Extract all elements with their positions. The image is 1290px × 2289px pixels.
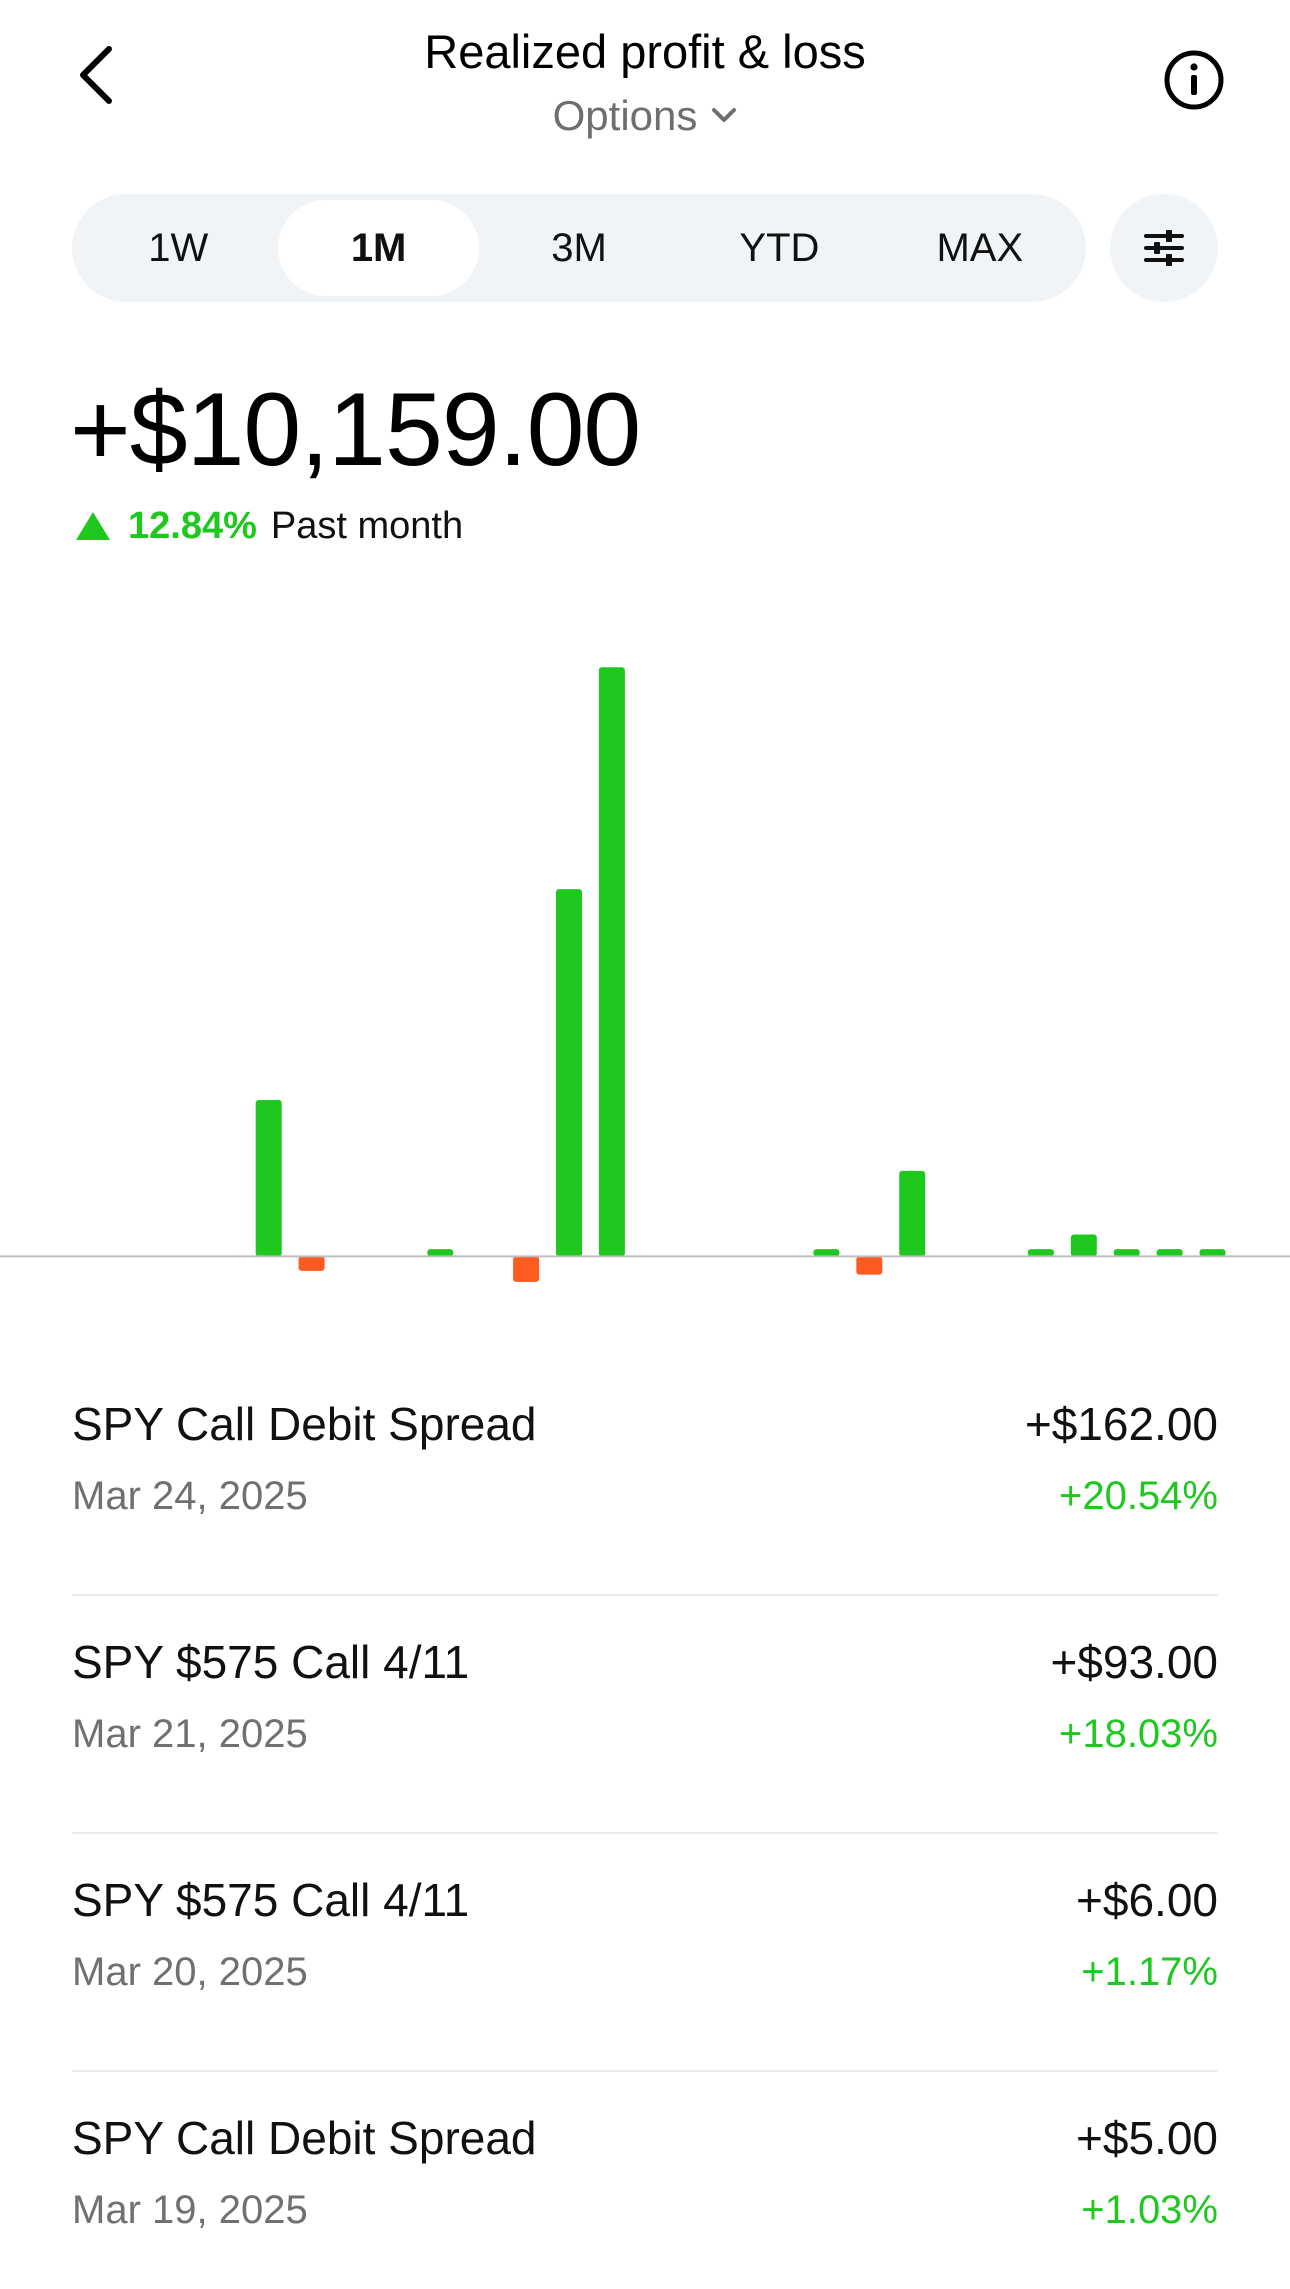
tab-max[interactable]: MAX — [936, 225, 1024, 270]
tab-ytd[interactable]: YTD — [739, 225, 820, 270]
tab-1w[interactable]: 1W — [148, 225, 209, 270]
gain-bar — [813, 1249, 840, 1257]
close-date: Mar 20, 2025 — [72, 1950, 308, 1994]
change-period: Past month — [270, 505, 464, 547]
realized-return: +1.17% — [1081, 1950, 1218, 1994]
gain-bar — [1199, 1249, 1226, 1257]
position-name: SPY Call Debit Spread — [72, 2112, 537, 2164]
gain-bar — [899, 1170, 926, 1257]
realized-amount: +$93.00 — [1050, 1636, 1218, 1688]
asset-type-label: Options — [552, 92, 698, 139]
realized-amount: +$6.00 — [1076, 1874, 1218, 1926]
realized-return: +20.54% — [1058, 1474, 1218, 1518]
gain-bar — [255, 1100, 282, 1257]
change-summary: 12.84% Past month — [74, 502, 463, 550]
gain-bar — [556, 889, 582, 1257]
change-percent: 12.84% — [128, 505, 257, 547]
filter-button[interactable] — [1110, 194, 1218, 302]
realized-return: +18.03% — [1058, 1712, 1218, 1756]
page-title: Realized profit & loss — [424, 25, 866, 78]
daily-pnl-bar-chart — [0, 667, 1290, 1282]
gain-bar — [1070, 1234, 1097, 1257]
position-name: SPY $575 Call 4/11 — [72, 1636, 470, 1688]
total-realized-amount: +$10,159.00 — [70, 372, 641, 488]
close-date: Mar 24, 2025 — [72, 1474, 308, 1518]
close-date: Mar 21, 2025 — [72, 1712, 308, 1756]
gain-bar — [1156, 1249, 1183, 1257]
info-icon — [1164, 50, 1224, 110]
loss-bar — [856, 1256, 883, 1275]
position-name: SPY Call Debit Spread — [72, 1398, 537, 1450]
gain-bar — [427, 1249, 454, 1257]
period-tabs: 1W 1M 3M YTD MAX — [72, 194, 1086, 302]
transaction-list: SPY Call Debit Spread Mar 24, 2025 +$162… — [72, 1358, 1218, 2289]
sliders-icon — [1144, 230, 1184, 266]
gain-bar — [1027, 1249, 1054, 1257]
tab-1m[interactable]: 1M — [278, 200, 479, 296]
chevron-down-icon — [712, 108, 737, 122]
position-name: SPY $575 Call 4/11 — [72, 1874, 470, 1926]
list-item[interactable]: SPY Call Debit Spread Mar 24, 2025 +$162… — [72, 1358, 1218, 1596]
loss-bar — [513, 1256, 540, 1282]
list-item[interactable]: SPY $575 Call 4/11 Mar 20, 2025 +$6.00 +… — [72, 1834, 1218, 2072]
chevron-left-icon — [80, 46, 112, 104]
realized-return: +1.03% — [1081, 2188, 1218, 2232]
realized-amount: +$162.00 — [1024, 1398, 1218, 1450]
tab-3m[interactable]: 3M — [551, 225, 607, 270]
gain-bar — [1113, 1249, 1140, 1257]
list-item[interactable]: SPY $575 Call 4/11 Mar 21, 2025 +$93.00 … — [72, 1596, 1218, 1834]
realized-amount: +$5.00 — [1076, 2112, 1218, 2164]
list-item[interactable]: SPY Call Debit Spread Mar 19, 2025 +$5.0… — [72, 2072, 1218, 2289]
triangle-up-icon — [76, 512, 110, 540]
gain-bar — [598, 667, 625, 1257]
loss-bar — [298, 1256, 325, 1271]
asset-type-dropdown[interactable]: Options — [0, 90, 1290, 142]
close-date: Mar 19, 2025 — [72, 2188, 308, 2232]
back-button[interactable] — [60, 40, 130, 110]
info-button[interactable] — [1158, 44, 1230, 116]
